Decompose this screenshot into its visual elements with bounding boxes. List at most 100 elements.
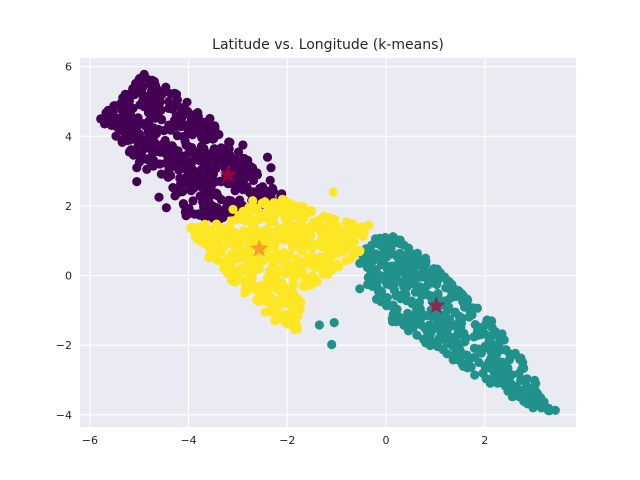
data-point bbox=[453, 345, 463, 355]
data-point bbox=[274, 265, 284, 275]
data-point bbox=[326, 252, 336, 262]
data-point bbox=[304, 252, 314, 262]
data-point bbox=[507, 392, 517, 402]
data-point bbox=[259, 233, 269, 243]
data-point bbox=[209, 134, 219, 144]
data-point bbox=[249, 282, 259, 292]
data-point bbox=[139, 139, 149, 149]
data-point bbox=[423, 274, 433, 284]
data-point bbox=[171, 89, 182, 99]
data-point bbox=[131, 78, 141, 89]
data-point bbox=[366, 260, 376, 270]
data-point bbox=[263, 251, 273, 261]
data-point bbox=[440, 316, 451, 326]
data-point bbox=[196, 121, 206, 131]
data-point bbox=[120, 89, 130, 99]
data-point bbox=[122, 120, 132, 130]
data-point bbox=[336, 225, 346, 236]
data-point bbox=[265, 175, 275, 185]
data-point bbox=[400, 259, 410, 270]
data-point bbox=[505, 349, 515, 359]
data-point bbox=[260, 288, 270, 298]
data-point bbox=[388, 301, 398, 311]
data-point bbox=[231, 183, 242, 193]
data-point bbox=[450, 308, 460, 318]
centroid-star-marker bbox=[427, 296, 446, 314]
data-point bbox=[132, 177, 142, 187]
data-point bbox=[135, 155, 145, 165]
data-point bbox=[497, 329, 507, 339]
data-point bbox=[171, 146, 181, 157]
data-point bbox=[198, 151, 209, 161]
data-point bbox=[254, 264, 265, 274]
data-point bbox=[314, 320, 324, 330]
data-point bbox=[235, 195, 245, 205]
data-point bbox=[393, 291, 403, 301]
y-tick-label: 2 bbox=[65, 200, 72, 213]
data-point bbox=[293, 311, 303, 321]
data-point bbox=[439, 272, 450, 282]
data-point bbox=[462, 363, 472, 373]
data-point bbox=[414, 308, 424, 318]
data-point bbox=[299, 213, 309, 223]
x-tick-label: 2 bbox=[481, 434, 488, 447]
data-point bbox=[283, 219, 293, 229]
data-point bbox=[240, 215, 250, 225]
data-point bbox=[310, 261, 320, 272]
data-point bbox=[181, 211, 191, 221]
data-point bbox=[270, 316, 280, 326]
data-point bbox=[211, 164, 221, 174]
data-point bbox=[474, 322, 484, 333]
data-point bbox=[110, 101, 120, 111]
x-tick-label: −2 bbox=[279, 434, 295, 447]
data-point bbox=[327, 339, 337, 350]
chart-title: Latitude vs. Longitude (k-means) bbox=[212, 37, 444, 53]
data-point bbox=[139, 69, 149, 79]
data-point bbox=[490, 348, 500, 358]
data-point bbox=[362, 245, 372, 255]
data-point bbox=[249, 227, 259, 237]
data-point bbox=[266, 301, 276, 311]
data-point bbox=[244, 203, 254, 213]
data-point bbox=[355, 284, 365, 294]
data-point bbox=[288, 280, 299, 290]
x-tick-label: −6 bbox=[82, 434, 98, 447]
data-point bbox=[96, 114, 106, 124]
data-point bbox=[550, 405, 560, 415]
data-point bbox=[196, 182, 206, 192]
data-point bbox=[306, 231, 316, 241]
data-point bbox=[367, 252, 377, 263]
y-tick-label: 6 bbox=[65, 61, 72, 74]
data-point bbox=[227, 216, 237, 226]
data-point bbox=[290, 324, 300, 335]
data-point bbox=[299, 282, 309, 292]
data-point bbox=[272, 284, 283, 294]
data-point bbox=[271, 207, 281, 217]
data-point bbox=[164, 96, 174, 107]
data-point bbox=[425, 340, 435, 351]
data-point bbox=[218, 242, 228, 252]
data-point bbox=[233, 147, 244, 157]
data-point bbox=[199, 143, 209, 154]
data-point bbox=[153, 145, 163, 155]
data-point bbox=[528, 403, 538, 413]
data-point bbox=[184, 160, 194, 170]
data-point bbox=[196, 174, 206, 184]
data-point bbox=[245, 171, 255, 182]
data-point bbox=[150, 109, 160, 119]
data-point bbox=[279, 285, 289, 295]
data-point bbox=[228, 227, 238, 237]
data-point bbox=[325, 228, 335, 238]
data-point bbox=[280, 318, 290, 328]
data-point bbox=[516, 353, 526, 363]
data-point bbox=[153, 102, 163, 112]
data-point bbox=[193, 108, 203, 118]
data-point bbox=[444, 302, 454, 312]
data-point bbox=[530, 375, 540, 385]
data-point bbox=[231, 174, 241, 184]
data-point bbox=[364, 220, 374, 230]
data-point bbox=[166, 125, 176, 135]
data-point bbox=[272, 275, 282, 285]
data-point bbox=[377, 286, 387, 297]
data-point bbox=[207, 176, 217, 186]
